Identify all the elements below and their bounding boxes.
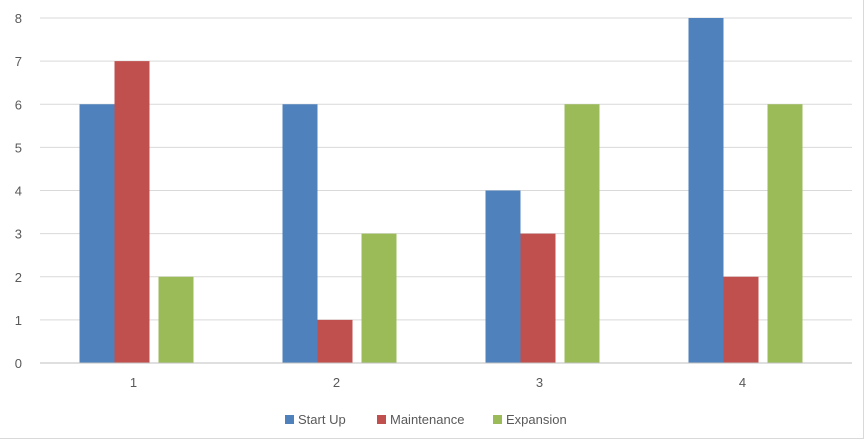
legend-item-expansion: Expansion <box>493 412 567 427</box>
legend-swatch <box>285 415 294 424</box>
bars <box>79 18 803 363</box>
x-tick-label: 2 <box>333 375 340 390</box>
x-tick-label: 1 <box>130 375 137 390</box>
bar-maintenance-cat-3 <box>520 233 556 363</box>
y-tick-label: 4 <box>15 184 22 199</box>
y-tick-label: 5 <box>15 140 22 155</box>
bar-expansion-cat-1 <box>158 276 194 363</box>
legend: Start Up Maintenance Expansion <box>285 412 567 427</box>
legend-item-maintenance: Maintenance <box>377 412 464 427</box>
legend-label: Start Up <box>298 412 346 427</box>
x-tick-label: 4 <box>739 375 746 390</box>
y-tick-label: 1 <box>15 313 22 328</box>
legend-label: Maintenance <box>390 412 464 427</box>
y-tick-label: 2 <box>15 270 22 285</box>
bar-start-up-cat-4 <box>688 18 724 363</box>
bar-maintenance-cat-2 <box>317 319 353 363</box>
legend-swatch <box>493 415 502 424</box>
bar-expansion-cat-4 <box>767 104 803 363</box>
y-tick-label: 7 <box>15 54 22 69</box>
y-axis-tick-labels: 0 1 2 3 4 5 6 7 8 <box>15 11 22 371</box>
x-tick-label: 3 <box>536 375 543 390</box>
bar-start-up-cat-3 <box>485 190 521 363</box>
legend-label: Expansion <box>506 412 567 427</box>
bar-maintenance-cat-4 <box>723 276 759 363</box>
bar-start-up-cat-1 <box>79 104 115 363</box>
x-axis-tick-labels: 1 2 3 4 <box>130 375 746 390</box>
legend-swatch <box>377 415 386 424</box>
y-tick-label: 0 <box>15 356 22 371</box>
legend-item-start-up: Start Up <box>285 412 346 427</box>
gridlines <box>40 17 852 321</box>
y-tick-label: 6 <box>15 97 22 112</box>
bar-maintenance-cat-1 <box>114 61 150 363</box>
bar-expansion-cat-2 <box>361 233 397 363</box>
y-tick-label: 8 <box>15 11 22 26</box>
bar-start-up-cat-2 <box>282 104 318 363</box>
y-tick-label: 3 <box>15 227 22 242</box>
bar-expansion-cat-3 <box>564 104 600 363</box>
